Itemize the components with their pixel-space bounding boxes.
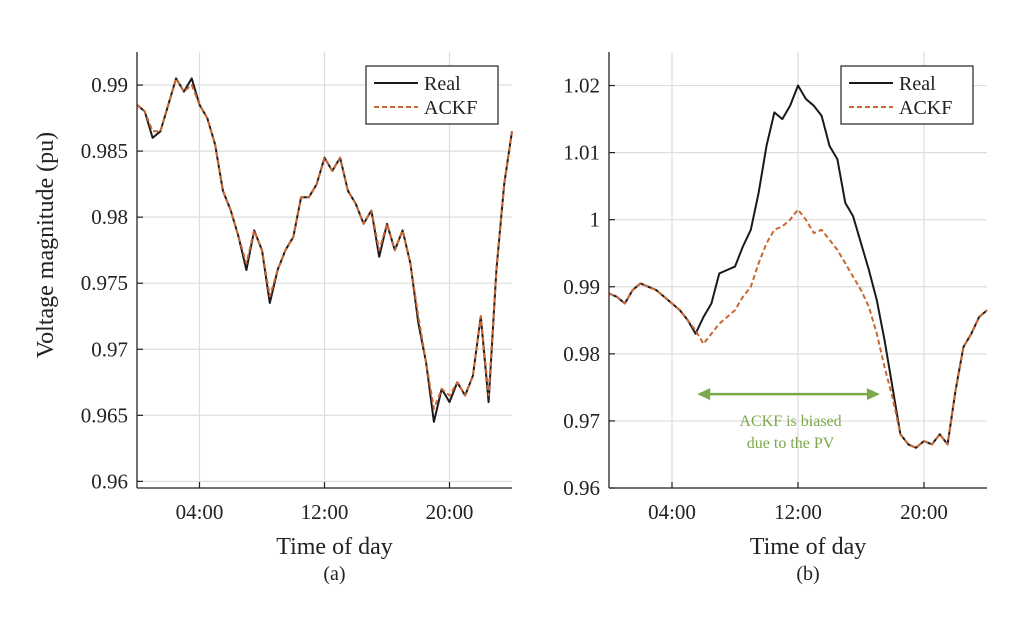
panel-b: 04:00 12:00 20:00 0.96 0.97 0.98 0.99 1 1.01 1.02… [563,52,988,585]
y-tick-label: 0.975 [81,271,128,295]
x-tick-label: 20:00 [900,500,948,524]
legend-label-ackf: ACKF [424,97,477,119]
y-tick-label: 0.98 [563,342,600,366]
panel-a: 04:00 12:00 20:00 0.96 0.965 0.97 0.975 0.98 0.9… [81,52,513,585]
panel-a-series [136,77,513,423]
series-line-ackf [136,77,513,410]
y-tick-label: 0.97 [563,409,600,433]
x-tick-label: 12:00 [301,500,349,524]
panel-b-ticks: 04:00 12:00 20:00 0.96 0.97 0.98 0.99 1 1.01 1.02 [563,74,948,524]
y-tick-label: 1.01 [563,141,600,165]
y-tick-label: 0.98 [91,205,128,229]
y-tick-label: 0.96 [563,476,600,500]
annotation-text-line: due to the PV [747,435,835,452]
y-tick-label: 0.96 [91,469,128,493]
x-tick-label: 04:00 [176,500,224,524]
y-tick-label: 0.97 [91,337,128,361]
y-tick-label: 0.985 [81,139,128,163]
legend-label-ackf: ACKF [899,97,952,119]
x-tick-label: 12:00 [774,500,822,524]
y-tick-label: 0.99 [91,73,128,97]
y-tick-label: 0.99 [563,275,600,299]
x-tick-label: 04:00 [648,500,696,524]
annotation-arrowhead-left [697,388,711,401]
series-line-real [136,77,513,423]
panel-b-grid [609,52,987,489]
legend-box [840,65,974,125]
annotation-arrowhead-right [866,388,880,401]
panel-b-label: (b) [796,563,819,585]
series-line-ackf [608,208,988,449]
shared-ylabel: Voltage magnitude (pu) [33,132,59,358]
legend-box [365,65,499,125]
y-tick-label: 1.02 [563,74,600,98]
legend-label-real: Real [899,73,936,95]
panel-a-label: (a) [323,563,345,585]
panel-b-annotation: ACKF is biased due to the PV [697,388,880,452]
x-tick-label: 20:00 [426,500,474,524]
panel-a-ticks: 04:00 12:00 20:00 0.96 0.965 0.97 0.975 0.98 0.9… [81,73,474,524]
panel-b-series [608,84,988,449]
y-tick-label: 1 [590,208,601,232]
panel-b-xlabel: Time of day [750,534,866,560]
annotation-text-line: ACKF is biased [739,413,841,430]
panel-a-xlabel: Time of day [276,534,392,560]
legend-label-real: Real [424,73,461,95]
y-tick-label: 0.965 [81,403,128,427]
